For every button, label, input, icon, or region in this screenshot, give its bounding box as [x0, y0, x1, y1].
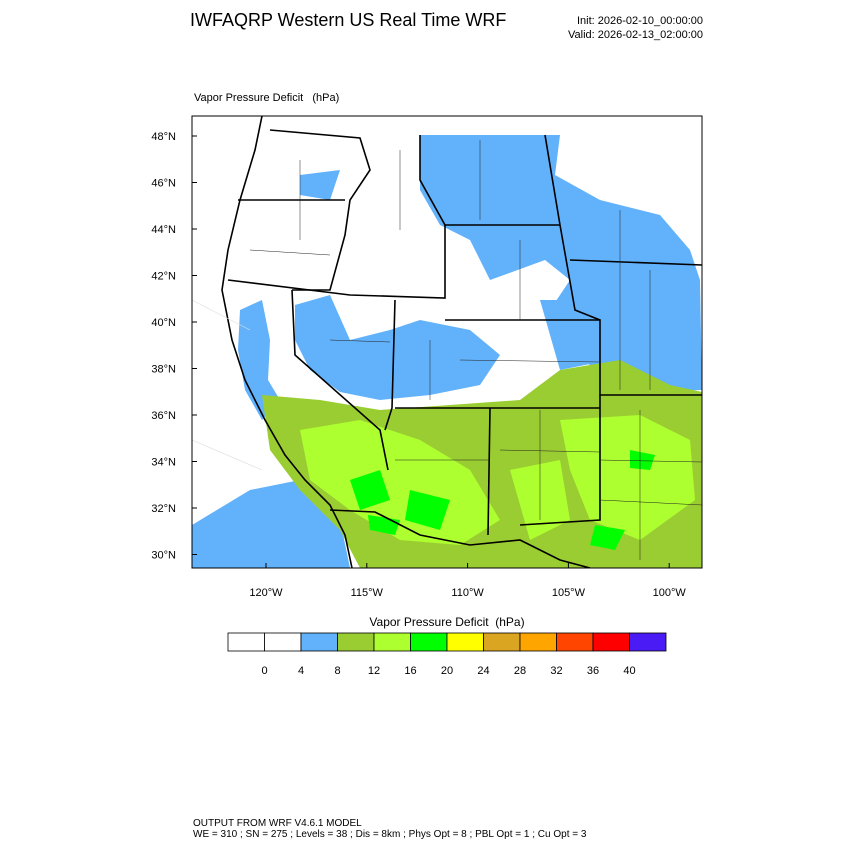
colorbar-box [446, 632, 484, 652]
init-time: Init: 2026-02-10_00:00:00 [577, 15, 703, 27]
colorbar-label: 12 [368, 665, 380, 677]
lat-label: 30°N [151, 550, 176, 562]
lat-label: 32°N [151, 503, 176, 515]
colorbar-box [227, 632, 265, 652]
colorbar-title: Vapor Pressure Deficit (hPa) [369, 615, 524, 629]
colorbar-label: 32 [550, 665, 562, 677]
colorbar-box [629, 632, 667, 652]
colorbar: 0 4 8 12 16 20 24 28 32 36 40 [227, 632, 667, 677]
lat-label: 48°N [151, 131, 176, 143]
colorbar-box [519, 632, 557, 652]
lat-label: 40°N [151, 317, 176, 329]
title: IWFAQRP Western US Real Time WRF [190, 10, 506, 30]
footer-line: WE = 310 ; SN = 275 ; Levels = 38 ; Dis … [193, 829, 587, 840]
colorbar-box [556, 632, 594, 652]
colorbar-label: 20 [441, 665, 453, 677]
colorbar-box [410, 632, 448, 652]
colorbar-label: 0 [261, 665, 267, 677]
colorbar-label: 40 [623, 665, 635, 677]
map [191, 115, 703, 569]
colorbar-box [300, 632, 338, 652]
lat-label: 36°N [151, 410, 176, 422]
lat-label: 42°N [151, 271, 176, 283]
colorbar-label: 8 [334, 665, 340, 677]
lon-label: 120°W [249, 587, 283, 599]
colorbar-label: 36 [587, 665, 599, 677]
colorbar-box [373, 632, 411, 652]
lon-label: 115°W [351, 587, 384, 599]
lon-label: 105°W [552, 587, 586, 599]
colorbar-label: 24 [477, 665, 489, 677]
colorbar-label: 16 [404, 665, 416, 677]
lon-label: 100°W [653, 587, 687, 599]
lat-label: 34°N [151, 457, 176, 469]
valid-time: Valid: 2026-02-13_02:00:00 [568, 29, 703, 41]
colorbar-label: 28 [514, 665, 526, 677]
lat-label: 46°N [151, 178, 176, 190]
map-label: Vapor Pressure Deficit (hPa) [194, 92, 339, 104]
lat-label: 38°N [151, 364, 176, 376]
lon-label: 110°W [451, 587, 484, 599]
footer-line: OUTPUT FROM WRF V4.6.1 MODEL [193, 818, 362, 829]
colorbar-box [264, 632, 302, 652]
colorbar-box [337, 632, 375, 652]
colorbar-box [592, 632, 630, 652]
colorbar-box [483, 632, 521, 652]
lat-label: 44°N [151, 224, 176, 236]
colorbar-label: 4 [298, 665, 304, 677]
map-axes: 48°N 46°N 44°N 42°N 40°N 38°N 36°N 34°N 32°N 30°N… [151, 131, 686, 599]
